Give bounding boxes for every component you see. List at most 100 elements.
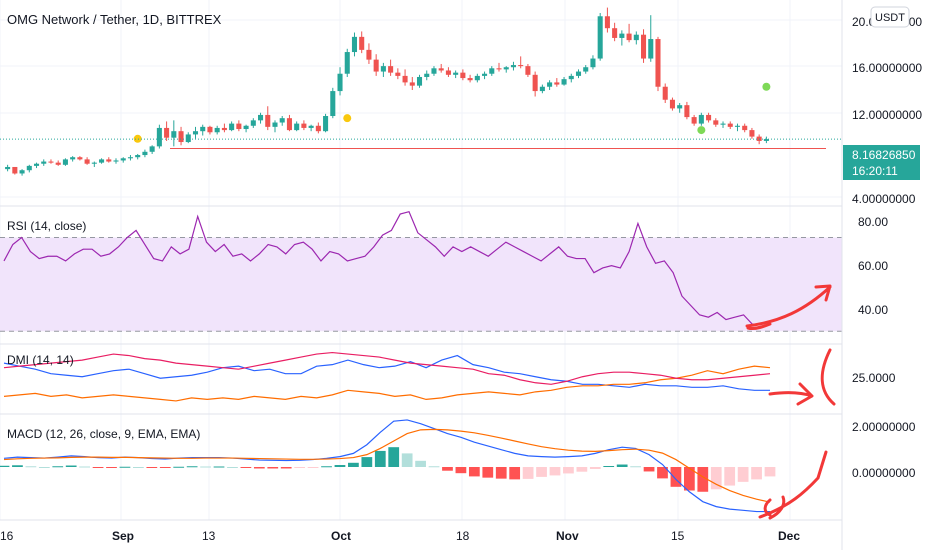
macd-histogram-bar: [589, 467, 601, 469]
rsi-title: RSI (14, close): [7, 219, 86, 233]
macd-histogram-bar: [468, 467, 480, 477]
macd-histogram-bar: [334, 465, 346, 467]
macd-histogram-bar: [79, 466, 91, 468]
candle-body: [265, 114, 271, 127]
candle-body: [691, 117, 697, 124]
candle-body: [648, 39, 654, 59]
candle-body: [359, 36, 365, 50]
candle-body: [243, 125, 249, 130]
candle-body: [250, 120, 256, 126]
rsi-band: [0, 237, 842, 332]
macd-histogram-bar: [361, 457, 373, 467]
candle-body: [539, 86, 545, 92]
macd-histogram-bar: [724, 467, 736, 486]
candle-body: [192, 131, 199, 135]
candle-body: [532, 74, 538, 92]
candle-body: [330, 91, 336, 117]
candle-body: [286, 118, 292, 131]
candle-body: [200, 126, 206, 132]
dmi-title: DMI (14, 14): [7, 353, 74, 367]
macd-histogram-bar: [495, 467, 507, 479]
rsi-tick-label: 40.00: [858, 303, 888, 317]
macd-histogram-bar: [240, 467, 252, 468]
candle-body: [185, 134, 191, 143]
currency-button-frame[interactable]: [870, 6, 910, 28]
macd-histogram-bar: [388, 447, 400, 467]
candle-body: [763, 139, 769, 141]
macd-title: MACD (12, 26, close, 9, EMA, EMA): [7, 427, 200, 441]
candle-body: [619, 33, 625, 38]
signal-line: [3, 428, 771, 503]
macd-histogram-bar: [186, 466, 198, 468]
macd-histogram-bar: [737, 467, 749, 482]
candle-body: [258, 114, 264, 121]
candle-body: [48, 161, 54, 163]
macd-histogram-bar: [227, 467, 238, 468]
macd-histogram-bar: [751, 467, 762, 480]
candle-body: [106, 159, 112, 162]
candle-body: [91, 162, 97, 164]
candle-body: [149, 146, 155, 152]
candle-body: [164, 127, 170, 138]
candle-body: [366, 49, 372, 60]
dmi-series-line: [3, 351, 771, 385]
candle-body: [156, 127, 162, 147]
candle-body: [662, 86, 668, 100]
candle-body: [380, 66, 386, 72]
price-tick-label: 12.00000000: [852, 108, 922, 122]
macd-histogram-bar: [348, 462, 359, 467]
macd-histogram-bar: [374, 450, 386, 467]
macd-histogram-bar: [294, 467, 306, 468]
macd-histogram-bar: [65, 465, 77, 467]
candle-body: [496, 68, 502, 70]
last-price-value: 8.16826850: [852, 148, 916, 162]
last-price-tag: 8.16826850 16:20:11: [843, 145, 920, 180]
macd-histogram-bar: [764, 467, 776, 477]
macd-histogram-bar: [643, 467, 655, 472]
dmi-series-line: [3, 365, 771, 402]
candle-body: [460, 72, 466, 79]
macd-histogram-bar: [657, 467, 668, 479]
candle-body: [301, 123, 307, 128]
candle-body: [583, 67, 589, 72]
currency-label: USDT: [875, 12, 905, 24]
candle-body: [742, 125, 748, 131]
macd-histogram-bar: [119, 466, 131, 468]
currency-button[interactable]: USDT: [870, 6, 910, 28]
candle-body: [561, 79, 567, 85]
macd-tick-label: 0.00000000: [852, 466, 916, 480]
candle-body: [315, 125, 321, 132]
time-tick-label: 16: [0, 529, 14, 543]
macd-histogram-bar: [509, 467, 521, 480]
candle-body: [229, 123, 235, 131]
macd-histogram-bar: [12, 465, 23, 467]
candle-body: [698, 114, 704, 124]
candle-body: [467, 78, 473, 81]
macd-histogram-bar: [549, 467, 561, 476]
candle-body: [236, 123, 242, 130]
candlestick-series: [5, 7, 769, 176]
macd-tick-label: 2.00000000: [852, 420, 916, 434]
macd-histogram-bar: [630, 466, 641, 468]
macd-histogram-bar: [280, 467, 292, 469]
candle-body: [113, 160, 119, 162]
signal-marker-dot: [697, 126, 706, 135]
candle-body: [344, 52, 350, 74]
candle-body: [482, 73, 488, 76]
candle-body: [127, 157, 133, 159]
time-tick-label: 13: [202, 529, 216, 543]
candle-body: [641, 34, 647, 59]
macd-histogram-bar: [146, 467, 158, 468]
macd-histogram-bar: [0, 465, 10, 467]
macd-histogram-bar: [173, 466, 185, 468]
candle-body: [294, 123, 300, 131]
dmi-arrow-annotation: [768, 348, 836, 406]
candle-body: [518, 65, 524, 67]
macd-histogram-bar: [52, 466, 64, 468]
candle-body: [12, 166, 18, 174]
macd-histogram-bar: [670, 467, 682, 487]
time-tick-label: 18: [456, 529, 470, 543]
candle-body: [409, 82, 415, 86]
candle-body: [55, 162, 61, 165]
signal-markers: [133, 82, 771, 143]
